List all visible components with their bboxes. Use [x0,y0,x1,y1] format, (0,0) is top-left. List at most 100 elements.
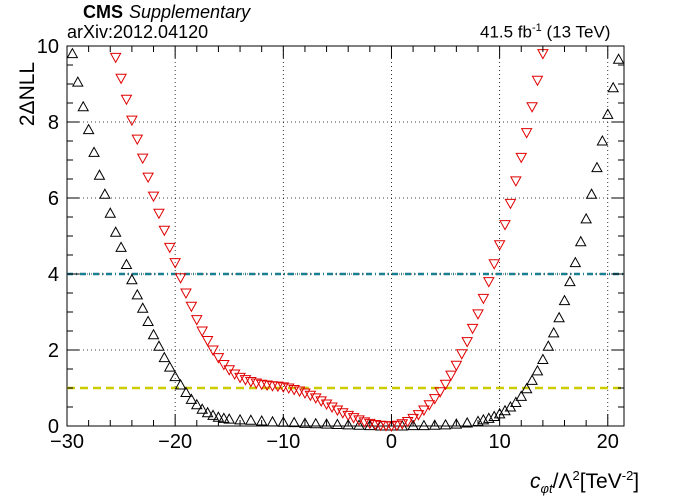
x-tick-label: −10 [266,431,300,453]
data-point-black [418,419,430,431]
data-point-red [499,220,511,231]
data-point-red [153,208,165,220]
data-point-black [331,418,344,429]
data-point-black [553,311,565,323]
data-point-black [82,123,95,135]
data-point-red [126,115,138,127]
data-point-black [115,241,127,252]
data-point-red [515,152,528,164]
data-point-red [304,390,317,402]
data-point-black [136,302,149,313]
data-point-red [391,420,403,432]
data-point-red [185,301,198,313]
data-point-red [190,315,203,326]
data-point-red [326,402,338,414]
data-point-red [309,393,322,404]
data-point-red [461,337,474,348]
data-point-red [136,153,149,165]
data-point-red [342,410,355,422]
y-tick-label: 0 [48,416,59,438]
x-tick-label: 10 [488,431,510,453]
data-point-black [142,315,154,326]
data-point-red [482,277,495,288]
data-point-red [520,128,533,139]
x-label-c: c [530,470,541,493]
data-point-black [531,364,544,376]
data-point-black [574,235,587,247]
data-point-red [423,400,436,411]
data-point-black [526,374,538,385]
data-point-black [153,340,165,351]
y-axis-label: 2ΔNLL [16,61,39,127]
y-tick-label: 4 [48,264,59,286]
reference-lines [67,272,624,390]
data-point-red [428,394,441,405]
data-point-black [266,415,279,427]
data-point-red [407,413,419,425]
data-point-red [450,360,463,372]
data-point-black [461,416,474,428]
data-point-black [277,416,290,427]
data-point-red [320,399,333,410]
data-point-black [607,81,620,93]
data-point-black [185,393,198,404]
data-point-black [342,418,355,430]
data-point-black [564,275,576,287]
data-point-red [158,225,171,237]
data-point-red [201,336,214,347]
data-point-red [115,73,127,85]
data-point-red [472,309,484,320]
data-point-black [99,188,111,199]
data-point-black [180,386,192,398]
data-point-red [396,419,409,430]
data-point-black [488,410,501,421]
data-markers [66,47,625,433]
data-point-black [320,418,333,429]
data-point-red [418,405,430,417]
data-point-black [245,414,257,425]
x-label-unit-exp: -2 [621,468,634,483]
data-point-red [169,258,182,269]
data-point-red [455,349,468,360]
data-point-black [596,134,609,146]
x-label-sub: φt [540,481,553,497]
data-point-black [104,207,117,218]
x-label-unit: [TeV [579,470,622,493]
data-point-red [293,386,306,398]
data-point-black [93,169,106,180]
data-point-red [336,408,349,419]
x-axis-label: cφt/Λ2[TeV-2] [530,468,639,496]
data-point-black [542,340,555,351]
data-point-red [347,413,360,424]
data-point-black [591,161,603,173]
data-point-red [353,415,365,426]
lumi-exponent: -1 [532,22,542,34]
data-point-black [547,326,560,338]
x-tick-label: 0 [386,431,397,453]
data-point-black [71,76,84,87]
data-point-black [196,403,209,414]
data-point-black [499,404,511,416]
data-point-black [482,412,495,423]
energy-value: (13 TeV) [546,22,611,42]
data-point-red [509,176,522,187]
data-point-red [477,293,490,305]
x-tick-label: −30 [50,431,84,453]
data-point-red [142,172,154,184]
data-point-black [223,413,236,424]
data-point-black [450,418,463,429]
data-point-black [509,396,522,407]
data-point-red [131,134,144,146]
data-point-red [174,273,187,284]
data-point-black [309,417,322,429]
data-point-red [207,345,219,357]
data-point-black [580,212,592,224]
data-point-black [537,353,549,364]
data-point-black [169,370,182,382]
data-point-red [466,323,479,335]
data-point-black [120,258,133,269]
arxiv-label: arXiv:2012.04120 [67,22,209,42]
data-point-black [88,146,100,157]
data-point-black [207,409,219,420]
data-point-black [428,419,441,430]
